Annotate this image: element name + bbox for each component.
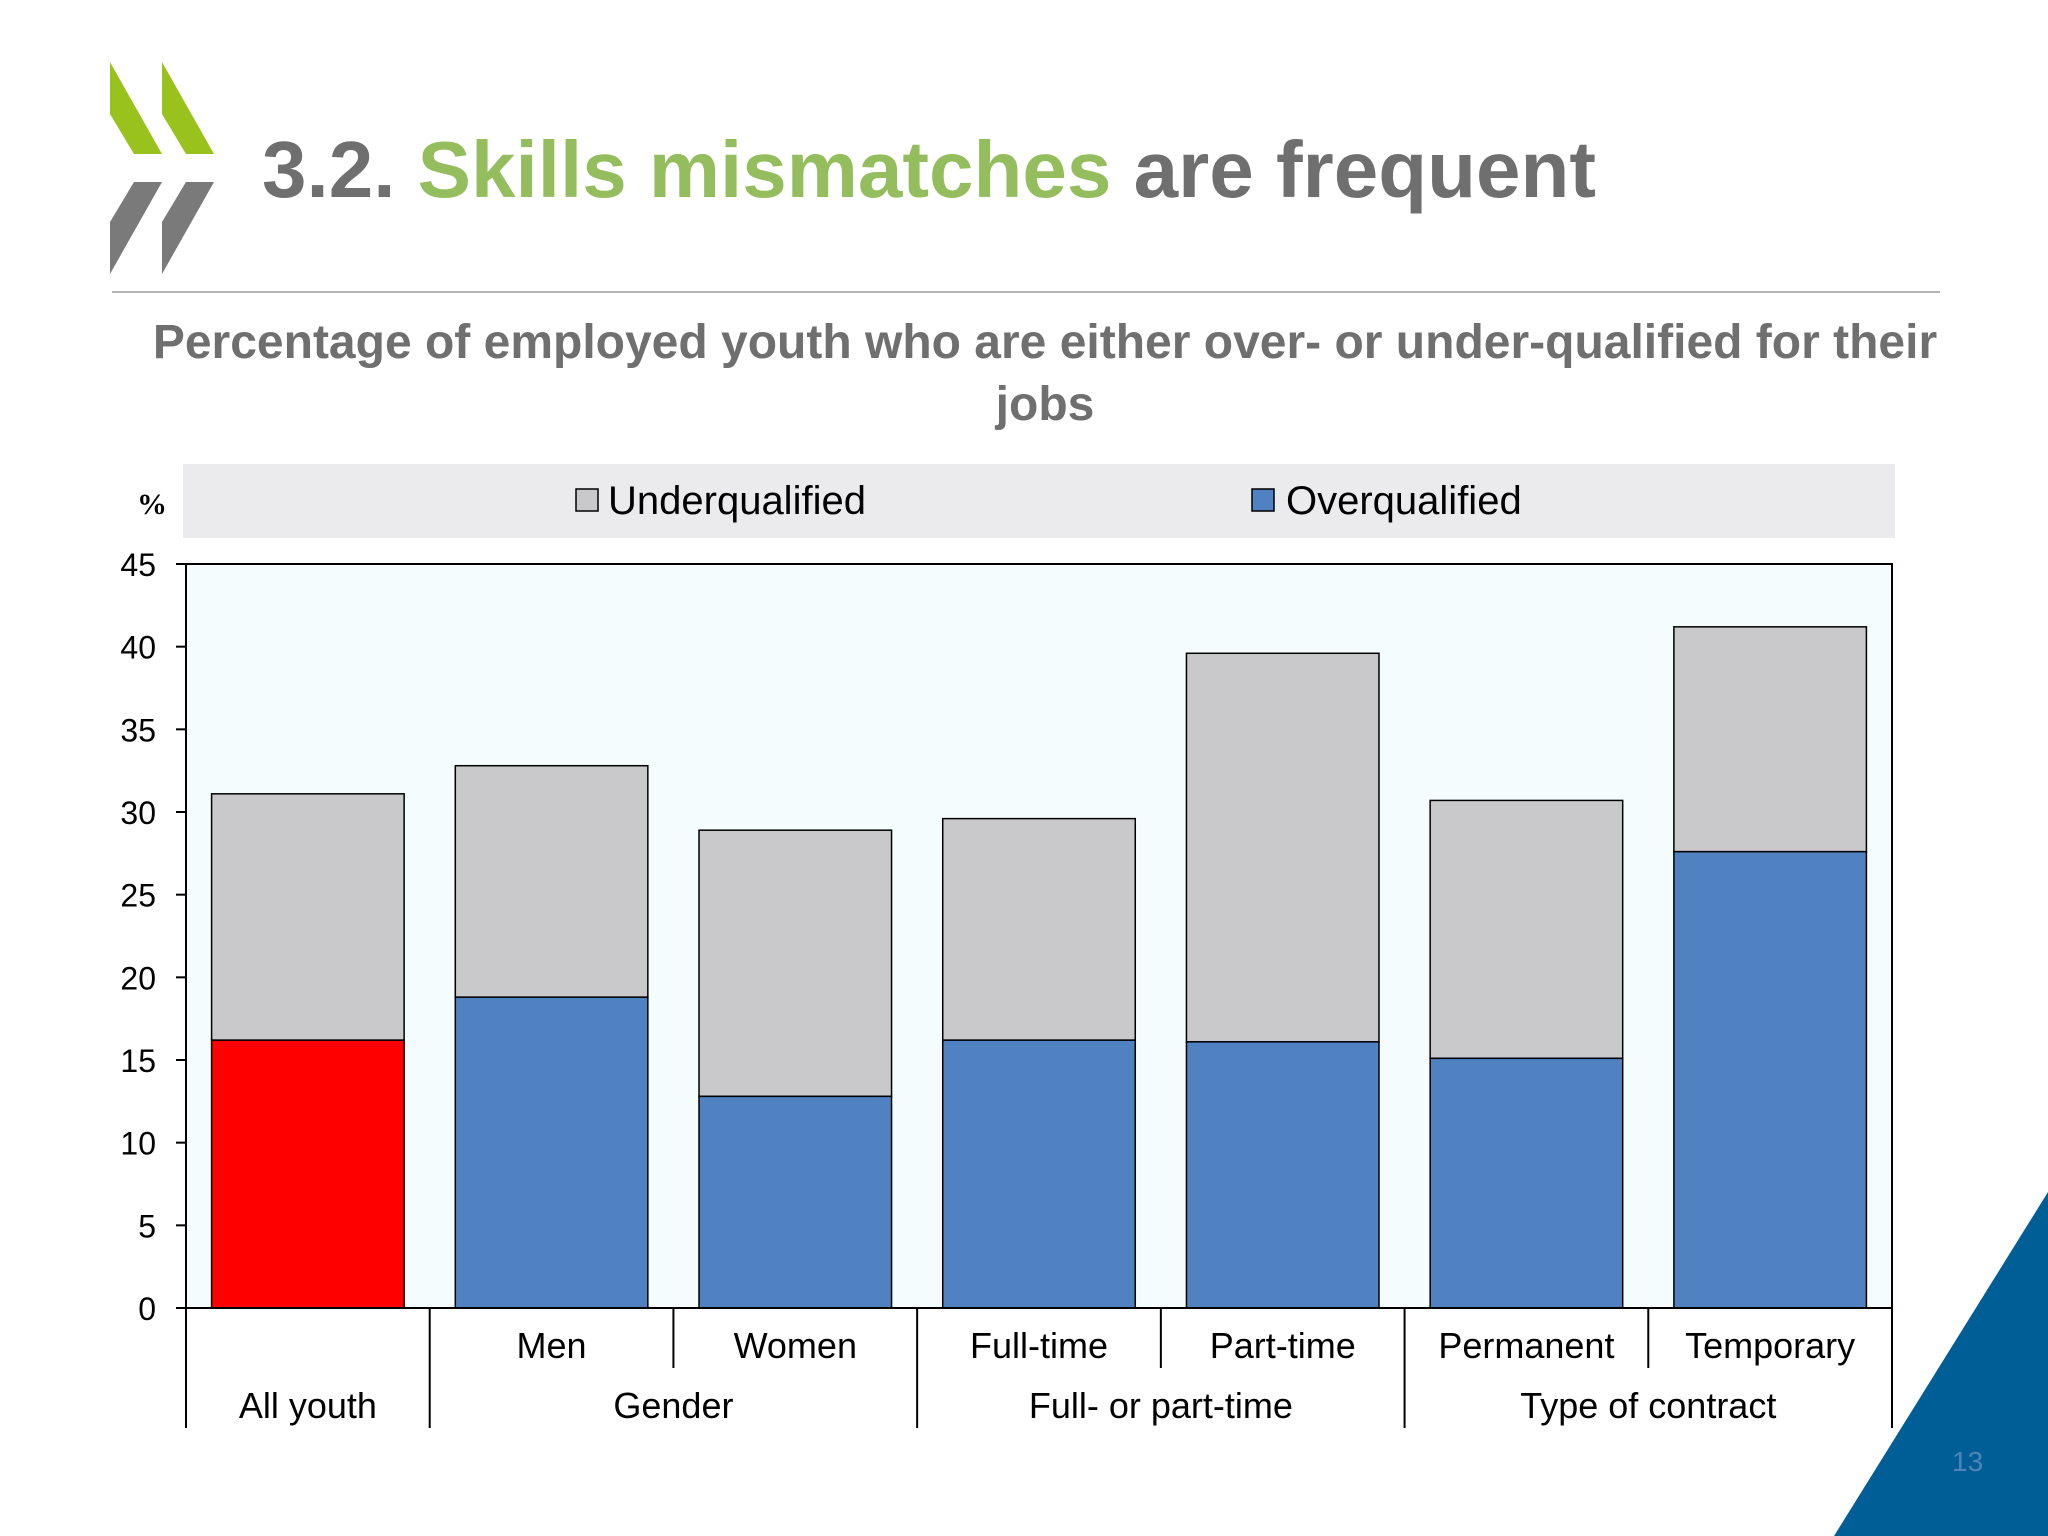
y-tick-label: 40 — [120, 630, 156, 666]
bar-underqualified — [1429, 799, 1624, 1060]
category-label: Men — [517, 1325, 587, 1366]
y-axis-unit-label: % — [137, 488, 167, 521]
y-tick-label: 10 — [120, 1126, 156, 1162]
slide-title: 3.2. Skills mismatches are frequent — [262, 122, 1596, 218]
bars — [210, 626, 1868, 1309]
y-tick-label: 45 — [120, 547, 156, 583]
bar-overqualified — [210, 1039, 405, 1309]
oecd-chevron-logo-icon — [110, 62, 214, 274]
y-tick-label: 30 — [120, 795, 156, 831]
legend-swatch-underqualified — [575, 488, 599, 512]
group-label: All youth — [239, 1385, 377, 1426]
bar-underqualified — [941, 817, 1137, 1041]
category-axis: Men Women Full-time Part-time Permanent Tempo… — [185, 1308, 1893, 1428]
bar-overqualified — [1673, 850, 1868, 1309]
bar-overqualified — [1429, 1057, 1624, 1309]
group-label: Full- or part-time — [1029, 1385, 1293, 1426]
legend-swatch-overqualified — [1251, 488, 1275, 512]
slide-title-accent: Skills mismatches — [417, 125, 1112, 214]
bar-overqualified — [941, 1039, 1137, 1309]
chart-title: Percentage of employed youth who are eit… — [152, 316, 1938, 431]
category-label: Part-time — [1210, 1325, 1356, 1366]
bar-overqualified — [454, 996, 649, 1309]
bar-underqualified — [1185, 652, 1380, 1043]
slide-title-number: 3.2. — [262, 125, 396, 214]
category-label: Permanent — [1438, 1325, 1614, 1366]
bar-overqualified — [698, 1095, 893, 1309]
legend-label-underqualified: Underqualified — [608, 479, 866, 523]
y-tick-label: 20 — [120, 960, 156, 996]
corner-triangle-decoration — [1834, 1192, 2048, 1536]
legend-background — [183, 464, 1895, 538]
bar-underqualified — [454, 764, 649, 998]
legend-label-overqualified: Overqualified — [1286, 479, 1522, 523]
category-label: Women — [734, 1325, 857, 1366]
title-divider — [112, 291, 1940, 293]
y-tick-label: 35 — [120, 712, 156, 748]
bar-underqualified — [698, 829, 893, 1098]
legend: Underqualified Overqualified — [575, 479, 1522, 523]
y-tick-label: 25 — [120, 878, 156, 914]
page-number: 13 — [1952, 1446, 1984, 1477]
bar-overqualified — [1185, 1041, 1380, 1309]
y-tick-label: 15 — [120, 1043, 156, 1079]
y-tick-label: 0 — [138, 1291, 156, 1327]
bar-underqualified — [210, 793, 405, 1041]
group-label: Type of contract — [1520, 1385, 1776, 1426]
category-label: Full-time — [970, 1325, 1108, 1366]
y-tick-label: 5 — [138, 1208, 156, 1244]
slide-title-rest: are frequent — [1133, 125, 1596, 214]
y-axis-ticks: 0 5 10 15 20 25 30 35 40 45 — [120, 547, 186, 1327]
group-label: Gender — [613, 1385, 733, 1426]
bar-underqualified — [1673, 626, 1868, 853]
category-label: Temporary — [1685, 1325, 1855, 1366]
plot-frame — [185, 563, 1893, 1309]
